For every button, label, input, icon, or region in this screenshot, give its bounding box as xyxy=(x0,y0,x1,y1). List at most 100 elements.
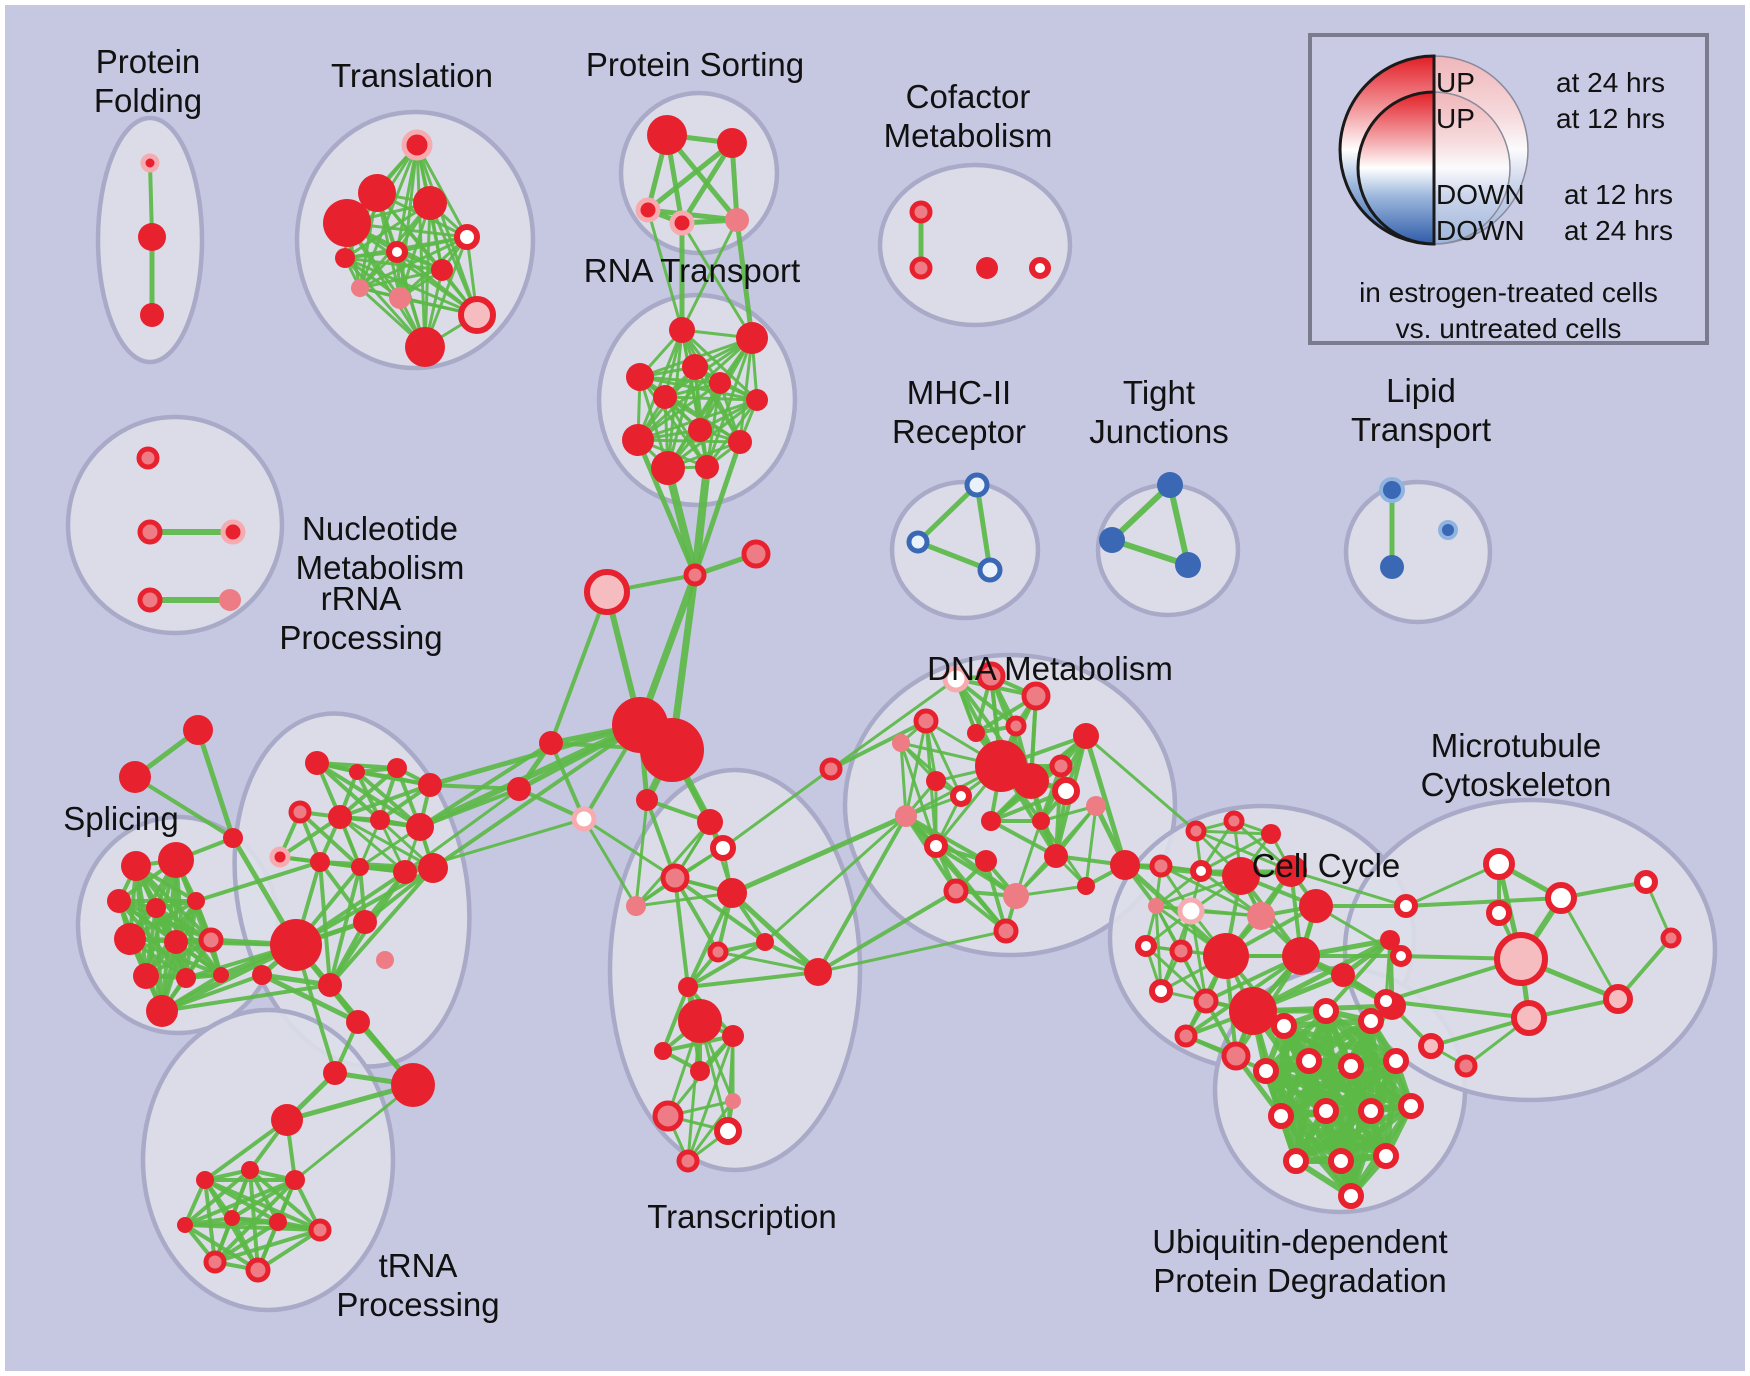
network-edge xyxy=(343,256,444,272)
network-edge xyxy=(230,1178,297,1220)
network-node-r xyxy=(1203,933,1249,979)
network-node-wr xyxy=(1328,1148,1354,1174)
network-node-r xyxy=(1013,763,1049,799)
network-node-r xyxy=(187,892,205,910)
network-node-r xyxy=(387,758,407,778)
network-edge xyxy=(1109,537,1191,568)
network-edge xyxy=(1194,829,1293,873)
network-node-pr xyxy=(683,563,707,587)
network-node-r xyxy=(626,363,654,391)
module-label-rrna-processing: rRNA xyxy=(321,580,402,617)
network-edge xyxy=(338,815,407,874)
network-node-wr xyxy=(714,1117,742,1145)
network-node-r xyxy=(349,764,365,780)
network-node-pr xyxy=(1454,1054,1478,1078)
network-node-r xyxy=(1282,937,1320,975)
network-edge xyxy=(293,1083,415,1182)
network-node-r xyxy=(651,451,685,485)
network-node-r xyxy=(697,809,723,835)
network-edge xyxy=(691,463,711,579)
network-node-r xyxy=(183,715,213,745)
network-edge xyxy=(213,1220,280,1264)
module-label-rrna-processing: Processing xyxy=(279,619,442,656)
network-node-r xyxy=(967,724,985,742)
legend-time-label: at 12 hrs xyxy=(1556,103,1665,134)
network-node-wr xyxy=(1029,257,1051,279)
module-label-splicing: Splicing xyxy=(63,800,179,837)
network-node-pr xyxy=(943,878,969,904)
network-edge xyxy=(738,336,754,444)
network-node-r xyxy=(653,385,677,409)
network-edge xyxy=(680,221,754,340)
network-edge xyxy=(663,395,759,402)
network-node-r xyxy=(140,303,164,327)
legend-time-label: at 24 hrs xyxy=(1556,67,1665,98)
network-node-r xyxy=(413,186,447,220)
network-edge xyxy=(1084,804,1098,888)
module-label-nucleotide-metabolism: Nucleotide xyxy=(302,510,458,547)
network-edge xyxy=(664,464,699,579)
network-node-pk xyxy=(389,287,411,309)
network-node-pr xyxy=(1221,1041,1251,1071)
network-edge xyxy=(358,268,444,290)
module-label-tight-junctions: Tight xyxy=(1123,374,1195,411)
network-edge xyxy=(934,844,1008,933)
network-node-wr xyxy=(1373,1143,1399,1169)
network-node-pr xyxy=(1193,988,1219,1014)
network-node-pr xyxy=(652,1100,684,1132)
network-node-r xyxy=(736,322,768,354)
module-bubble-lipid-transport xyxy=(1343,479,1493,625)
network-edge xyxy=(338,783,432,819)
legend-inner-left-half xyxy=(1356,90,1436,246)
network-node-pr xyxy=(976,661,1006,691)
network-edge xyxy=(358,143,419,290)
network-node-wr xyxy=(1268,1103,1294,1129)
network-edge xyxy=(692,439,743,578)
network-node-wr xyxy=(1135,935,1157,957)
network-node-pr xyxy=(1149,854,1173,878)
network-node-pr xyxy=(1169,939,1193,963)
network-node-wr xyxy=(386,241,408,263)
network-node-r xyxy=(722,1025,744,1047)
network-node-lr xyxy=(458,296,496,334)
network-node-pk xyxy=(219,589,241,611)
network-edge xyxy=(1014,819,1043,898)
network-edge xyxy=(203,1118,289,1182)
network-edge xyxy=(989,819,1058,858)
legend-direction-label: UP xyxy=(1436,67,1475,98)
module-label-trna-processing: Processing xyxy=(336,1286,499,1323)
network-node-r xyxy=(346,1010,370,1034)
network-node-pk xyxy=(1003,883,1029,909)
network-edge xyxy=(1109,482,1173,543)
network-edge xyxy=(686,970,820,989)
module-label-protein-sorting: Protein Sorting xyxy=(586,46,804,83)
module-label-mhc-ii-receptor: Receptor xyxy=(892,413,1026,450)
module-label-ubiquitin-dependent-protein-degradation: Protein Degradation xyxy=(1153,1262,1447,1299)
network-node-wr xyxy=(1313,1098,1339,1124)
network-node-bl xyxy=(1438,520,1458,540)
network-node-b xyxy=(1175,552,1201,578)
module-label-nucleotide-metabolism: Metabolism xyxy=(296,549,465,586)
network-edge xyxy=(636,328,684,442)
network-edge xyxy=(431,723,642,870)
network-edge xyxy=(1083,733,1128,868)
network-edge xyxy=(415,143,479,317)
network-edge xyxy=(549,590,609,745)
network-node-pr xyxy=(1049,754,1073,778)
network-node-r xyxy=(709,372,731,394)
network-edge xyxy=(680,218,739,332)
network-node-r xyxy=(323,1061,347,1085)
network-node-pr xyxy=(676,1149,700,1173)
network-nodes xyxy=(107,115,1682,1283)
network-node-wr xyxy=(1358,1008,1384,1034)
network-node-wr xyxy=(1253,1058,1279,1084)
network-node-pk xyxy=(1148,898,1164,914)
network-edge xyxy=(1263,1008,1329,1074)
network-edge xyxy=(328,865,362,987)
network-edge xyxy=(338,815,435,870)
network-edge xyxy=(1338,1103,1414,1164)
network-edge xyxy=(1159,864,1263,918)
network-edge xyxy=(645,140,735,213)
network-node-lr xyxy=(1603,984,1633,1014)
